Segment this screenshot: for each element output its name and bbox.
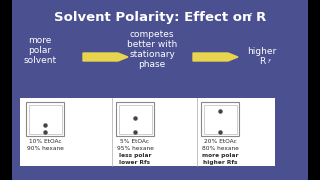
Text: higher Rfs: higher Rfs xyxy=(203,160,237,165)
Bar xyxy=(116,102,154,136)
Text: polar: polar xyxy=(28,46,52,55)
Text: lower Rfs: lower Rfs xyxy=(119,160,151,165)
Bar xyxy=(201,102,239,136)
Bar xyxy=(26,102,64,136)
Text: solvent: solvent xyxy=(23,56,57,65)
Text: less polar: less polar xyxy=(119,153,151,158)
Text: f: f xyxy=(247,14,250,22)
Text: higher: higher xyxy=(247,47,276,56)
Bar xyxy=(20,98,275,166)
Text: competes: competes xyxy=(130,30,174,39)
Bar xyxy=(204,105,236,134)
Text: more polar: more polar xyxy=(202,153,238,158)
Text: more: more xyxy=(28,36,52,45)
Text: 90% hexane: 90% hexane xyxy=(27,146,63,151)
Text: stationary: stationary xyxy=(129,50,175,59)
Text: phase: phase xyxy=(138,60,166,69)
Text: better with: better with xyxy=(127,40,177,49)
Text: f: f xyxy=(268,59,270,64)
FancyArrow shape xyxy=(83,53,128,61)
FancyArrow shape xyxy=(193,53,238,61)
Text: R: R xyxy=(259,57,265,66)
Text: 95% hexane: 95% hexane xyxy=(116,146,153,151)
Text: 80% hexane: 80% hexane xyxy=(202,146,238,151)
Bar xyxy=(28,105,61,134)
Text: Solvent Polarity: Effect on R: Solvent Polarity: Effect on R xyxy=(54,11,266,24)
Text: 5% EtOAc: 5% EtOAc xyxy=(121,139,149,144)
Bar xyxy=(118,105,151,134)
Text: 10% EtOAc: 10% EtOAc xyxy=(29,139,61,144)
Text: 20% EtOAc: 20% EtOAc xyxy=(204,139,236,144)
